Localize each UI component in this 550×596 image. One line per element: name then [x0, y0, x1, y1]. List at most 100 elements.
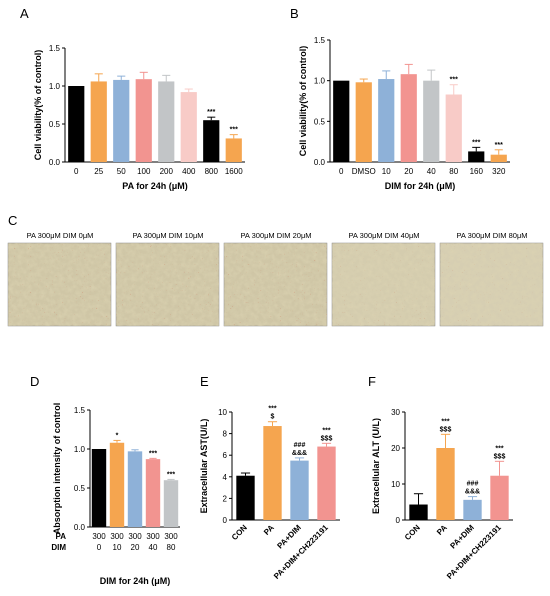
bar: [203, 120, 220, 162]
x-tick-label: 80: [449, 167, 458, 176]
bar: [490, 475, 509, 520]
significance-label: ***: [207, 109, 215, 116]
bar: [158, 81, 175, 162]
bar: [163, 480, 179, 527]
bar: [91, 449, 107, 527]
micrograph-2: PA 300μM DIM 20μM: [223, 231, 328, 327]
x-tick-label: CON: [230, 523, 249, 542]
x-tick-label: 20: [404, 167, 413, 176]
x-tick-label-pa: 300: [164, 532, 178, 541]
x-tick-label-dim: 40: [149, 543, 158, 552]
y-tick-label: 1.5: [74, 406, 86, 415]
bar: [445, 94, 462, 162]
x-axis-title: PA for 24h (μM): [122, 181, 188, 191]
bar: [113, 79, 130, 162]
y-axis-title: Cell viability(% of control): [33, 50, 43, 161]
significance-label: $$$: [321, 435, 333, 442]
x-tick-label: 40: [427, 167, 436, 176]
x-tick-label-pa: 300: [92, 532, 106, 541]
y-tick-label: 2: [223, 494, 228, 503]
x-tick-label: 800: [205, 167, 219, 176]
x-tick-label: 0: [339, 167, 344, 176]
significance-label: ***: [268, 406, 276, 413]
bar: [333, 80, 350, 162]
significance-label: ***: [450, 77, 458, 84]
significance-label: $$$: [440, 426, 452, 433]
x-tick-label: PA+DIM+CH223191: [445, 523, 503, 581]
micrograph-caption: PA 300μM DIM 20μM: [240, 231, 311, 240]
significance-label: ***: [472, 139, 480, 146]
y-tick-label: 4: [223, 473, 228, 482]
bar: [68, 86, 85, 162]
micrograph-caption: PA 300μM DIM 80μM: [456, 231, 527, 240]
y-tick-label: 1.5: [49, 44, 61, 53]
significance-label: ***: [230, 127, 238, 134]
bar: [463, 499, 482, 520]
y-tick-label: 8: [223, 430, 228, 439]
x-tick-label-dim: 20: [131, 543, 140, 552]
bar: [135, 79, 152, 162]
y-tick-label: 1.0: [314, 77, 326, 86]
bar: [145, 459, 161, 527]
x-tick-label: 0: [74, 167, 79, 176]
bar: [290, 460, 309, 520]
micrograph-dots: [332, 243, 435, 326]
panel-letter-f: F: [368, 374, 376, 389]
x-axis-title: DIM for 24h (μM): [100, 576, 171, 586]
row-label-dim: DIM: [51, 543, 66, 552]
micrograph-dots: [440, 243, 543, 326]
significance-label: ***: [149, 450, 157, 457]
significance-label: ***: [495, 445, 503, 452]
panel-letter-a: A: [20, 6, 29, 21]
significance-label: ***: [167, 471, 175, 478]
x-tick-label: 1600: [225, 167, 243, 176]
y-tick-label: 1.5: [314, 36, 326, 45]
bar: [423, 80, 440, 162]
y-tick-label: 10: [218, 408, 227, 417]
significance-label: *: [116, 432, 119, 439]
y-axis-title: Extracellular ALT (U/L): [371, 418, 381, 514]
y-axis-title: Cell viability(% of control): [298, 46, 308, 157]
x-axis-title: DIM for 24h (μM): [385, 181, 456, 191]
chart-a: 0.0 0.5 1.0 1.5 Cell viability(% of control)…: [33, 44, 245, 191]
x-tick-label: PA: [435, 523, 449, 537]
bar: [355, 82, 372, 162]
y-axis-title: Extracellular AST(U/L): [199, 419, 209, 514]
significance-label: &&&: [292, 450, 307, 457]
y-axis-title: Absorption intensity of control: [52, 403, 62, 535]
y-tick-label: 0.5: [49, 120, 61, 129]
bar: [378, 79, 395, 162]
y-tick-label: 0.0: [49, 158, 61, 167]
y-tick-label: 6: [223, 451, 228, 460]
bar: [400, 74, 417, 162]
x-tick-label: DMSO: [352, 167, 376, 176]
x-tick-label: 25: [94, 167, 103, 176]
panel-letter-c: C: [8, 213, 17, 228]
micrograph-caption: PA 300μM DIM 0μM: [27, 231, 94, 240]
panel-letter-e: E: [200, 374, 209, 389]
micrograph-1: PA 300μM DIM 10μM: [115, 231, 220, 327]
y-tick-label: 1.0: [74, 445, 86, 454]
y-tick-label: 10: [391, 480, 400, 489]
bar: [225, 138, 242, 162]
micrograph-3: PA 300μM DIM 40μM: [331, 231, 436, 327]
y-tick-label: 0: [223, 516, 228, 525]
x-tick-label-pa: 300: [146, 532, 160, 541]
micrograph-dots: [116, 243, 219, 326]
panel-letter-d: D: [30, 374, 39, 389]
x-tick-label: 50: [117, 167, 126, 176]
chart-b: 0.0 0.5 1.0 1.5 Cell viability(% of control)…: [298, 36, 510, 191]
bar: [263, 426, 282, 520]
x-tick-label: 10: [382, 167, 391, 176]
micrograph-dots: [8, 243, 111, 326]
bar: [436, 448, 455, 520]
y-tick-label: 0.0: [74, 523, 86, 532]
significance-label: ***: [322, 427, 330, 434]
y-tick-label: 0.5: [74, 484, 86, 493]
bar: [127, 451, 143, 527]
significance-label: ###: [467, 481, 479, 488]
x-tick-label-pa: 300: [110, 532, 124, 541]
bar: [236, 475, 255, 520]
